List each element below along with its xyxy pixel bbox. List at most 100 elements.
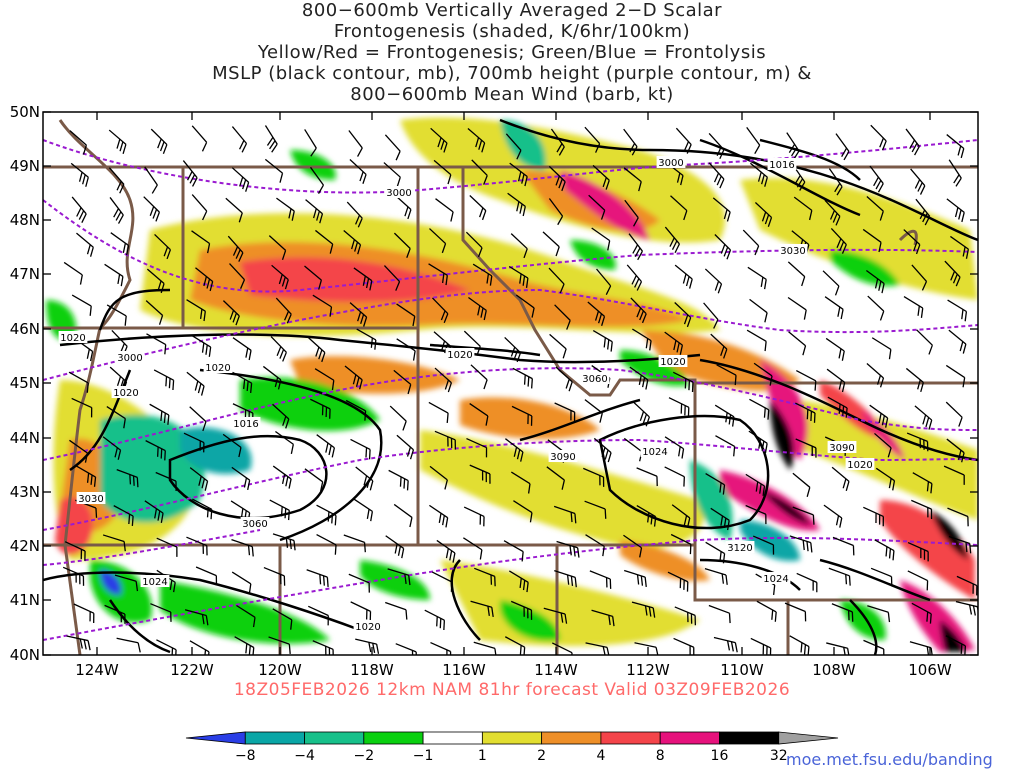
forecast-validity-label: 18Z05FEB2026 12km NAM 81hr forecast Vali…	[233, 680, 791, 700]
wind-barb	[466, 437, 488, 458]
wind-barb	[467, 128, 486, 153]
height-label: 3030	[780, 246, 805, 257]
title-line: 800−600mb Mean Wind (barb, kt)	[350, 84, 674, 105]
wind-barb	[348, 573, 370, 593]
wind-barb	[383, 265, 401, 291]
wind-barb	[511, 405, 533, 426]
wind-barb	[626, 264, 643, 291]
wind-barb	[548, 165, 566, 192]
wind-barb	[272, 403, 290, 429]
wind-barb	[272, 533, 296, 551]
wind-barb	[944, 260, 961, 287]
wind-barb	[943, 465, 965, 485]
wind-barb	[623, 128, 638, 156]
wind-barb	[68, 371, 89, 393]
wind-barb	[903, 229, 921, 255]
wind-barb	[826, 368, 846, 393]
wind-barb	[355, 466, 374, 491]
wind-barb	[712, 197, 731, 222]
latitude-label: 49N	[10, 157, 40, 175]
height-contours	[43, 139, 978, 641]
wind-barb	[114, 574, 139, 592]
wind-barb	[674, 606, 697, 626]
wind-barb	[102, 436, 122, 460]
wind-barb	[831, 603, 854, 622]
wind-barb	[469, 195, 487, 221]
wind-barb	[424, 609, 446, 631]
wind-barb	[787, 261, 806, 287]
latitude-label: 43N	[10, 483, 40, 501]
latitude-labels: 40N 41N 42N 43N 44N 45N 46N 47N 48N 49N 50N	[10, 103, 40, 664]
wind-barb	[436, 539, 456, 563]
wind-barb	[914, 405, 933, 430]
wind-barb	[155, 471, 177, 492]
wind-barb	[272, 608, 293, 630]
wind-barb	[874, 539, 895, 561]
wind-barb	[550, 128, 565, 156]
wind-barb	[345, 399, 367, 421]
colorbar-tick-label: 2	[537, 748, 546, 764]
wind-barb	[304, 129, 317, 157]
wind-barb	[745, 473, 766, 496]
wind-barb	[548, 198, 564, 226]
wind-barb	[191, 230, 211, 254]
wind-barb	[862, 228, 882, 253]
longitude-labels: 124W 122W 120W 118W 116W 114W 112W 110W 108W 106W	[75, 661, 952, 679]
wind-barb	[430, 127, 448, 153]
wind-barb	[195, 566, 218, 586]
mslp-label-bg	[445, 348, 475, 360]
wind-barb	[787, 296, 807, 320]
wind-barb	[156, 537, 178, 557]
wind-barb	[465, 231, 483, 258]
wind-barb	[505, 133, 522, 160]
longitude-label: 110W	[720, 661, 764, 679]
wind-barb	[624, 199, 639, 227]
wind-barb	[150, 603, 172, 622]
wind-barb	[191, 125, 208, 152]
latitude-label: 45N	[10, 374, 40, 392]
contour-labels: 1020 1020 1016 1020 1020 1024 1016 1020 1024 1020…	[58, 156, 875, 633]
wind-barb	[435, 198, 454, 222]
wind-barb	[310, 398, 331, 419]
latitude-label: 44N	[10, 429, 40, 447]
wind-barb	[512, 367, 533, 389]
wind-barb	[556, 540, 580, 558]
wind-barb	[636, 467, 658, 487]
height-label-bg	[827, 441, 857, 453]
colorbar: −8 −4 −2 −1 1 2 4 8 16 32	[185, 731, 839, 764]
mslp-label: 1024	[763, 574, 788, 585]
wind-barb	[835, 133, 850, 161]
mslp-label-bg	[58, 331, 88, 343]
longitude-label: 114W	[534, 661, 578, 679]
wind-barb	[589, 570, 612, 589]
wind-barb	[504, 438, 524, 462]
wind-barb	[113, 505, 134, 526]
height-label-bg	[725, 541, 755, 553]
height-label: 3060	[242, 519, 267, 530]
colorbar-swatch	[185, 731, 246, 745]
wind-barb	[393, 232, 411, 258]
wind-barb	[826, 642, 850, 655]
mslp-label: 1020	[60, 333, 85, 344]
wind-barb	[227, 235, 244, 262]
wind-barb	[69, 130, 88, 155]
wind-barb	[832, 536, 855, 556]
wind-barb	[312, 294, 333, 317]
wind-barb	[149, 403, 170, 425]
wind-barb	[348, 130, 363, 157]
wind-barb	[668, 397, 690, 418]
wind-barb	[555, 366, 573, 392]
title-line: MSLP (black contour, mb), 700mb height (…	[212, 63, 812, 84]
wind-barb	[596, 268, 612, 295]
wind-barb	[231, 571, 252, 594]
wind-barb	[66, 635, 91, 651]
wind-barb	[393, 369, 412, 395]
mslp-label-bg	[231, 417, 261, 429]
colorbar-tick-label: 16	[711, 748, 729, 764]
wind-barb	[875, 467, 896, 491]
wind-barb	[232, 337, 252, 361]
wind-barb	[508, 265, 529, 288]
wind-barb	[314, 368, 335, 391]
wind-barb	[195, 267, 214, 292]
